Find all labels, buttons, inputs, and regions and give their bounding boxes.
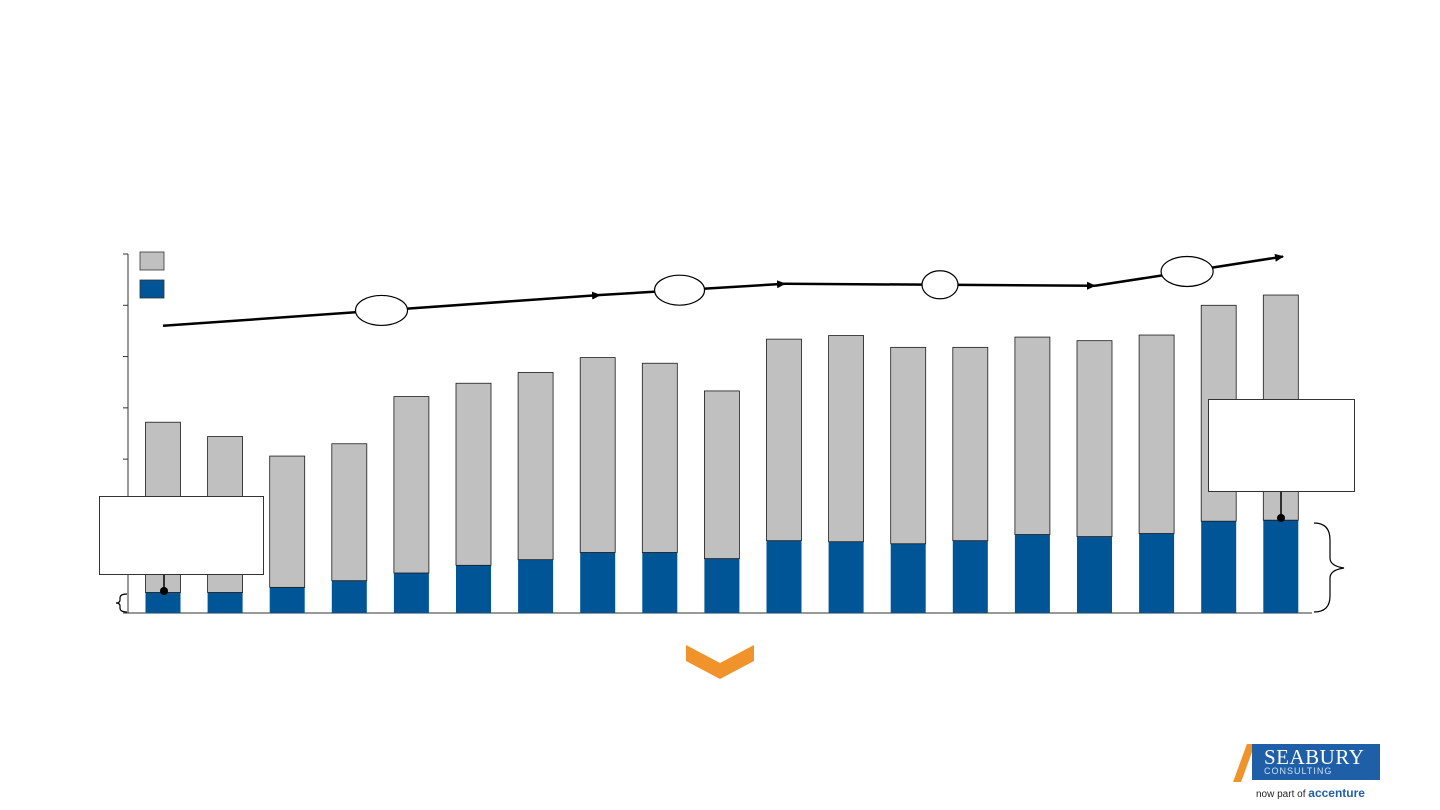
bar-3-series-0 — [331, 580, 367, 613]
bar-14-series-1 — [1014, 336, 1051, 535]
logo-tagline-prefix: now part of — [1256, 789, 1306, 800]
bar-9-series-0 — [704, 558, 740, 613]
logo-sub: CONSULTING — [1264, 766, 1333, 776]
callout-left-dot — [160, 587, 168, 595]
callout-right-dot — [1277, 514, 1285, 522]
bar-8-series-1 — [641, 362, 678, 553]
callout-box-left — [99, 496, 264, 575]
bar-2-series-0 — [269, 587, 305, 613]
bar-9-series-1 — [704, 390, 740, 560]
logo-name: SEABURY — [1264, 745, 1365, 769]
bar-5-series-1 — [455, 382, 492, 566]
logo-tagline-brand: accenture — [1308, 786, 1365, 800]
bar-13-series-0 — [952, 540, 988, 613]
bar-12-series-1 — [890, 346, 927, 545]
bar-7-series-1 — [579, 357, 616, 553]
bar-14-series-0 — [1014, 534, 1050, 613]
chevron-down-icon — [686, 645, 754, 679]
legend-swatch-series-0 — [139, 279, 165, 299]
bar-4-series-0 — [393, 572, 429, 613]
left-brace — [115, 593, 128, 613]
bar-10-series-1 — [766, 338, 802, 542]
trend-ellipse-0 — [354, 294, 409, 327]
right-brace — [1313, 522, 1345, 613]
callout-box-right — [1208, 399, 1355, 492]
bar-2-series-1 — [269, 455, 306, 588]
bar-11-series-0 — [828, 541, 864, 613]
bar-4-series-1 — [393, 396, 430, 574]
seabury-logo: SEABURY CONSULTING now part of accenture — [1233, 744, 1380, 802]
chevron-shape — [686, 645, 754, 679]
bar-16-series-0 — [1139, 533, 1175, 613]
legend — [139, 251, 165, 299]
bar-16-series-1 — [1138, 334, 1175, 534]
bar-10-series-0 — [766, 540, 802, 613]
bar-15-series-1 — [1076, 340, 1113, 537]
trend-ellipse-1 — [653, 274, 706, 306]
bars — [145, 294, 1299, 613]
trend-ellipse-2 — [921, 270, 959, 300]
logo-tagline: now part of accenture — [1256, 786, 1365, 800]
bar-11-series-1 — [828, 335, 864, 543]
bar-7-series-0 — [580, 552, 616, 613]
bar-15-series-0 — [1077, 536, 1112, 613]
bar-13-series-1 — [952, 346, 989, 542]
bar-3-series-1 — [331, 443, 368, 582]
bar-5-series-0 — [456, 565, 491, 613]
bar-0-series-0 — [145, 592, 181, 613]
braces — [115, 522, 1345, 613]
bar-6-series-1 — [517, 372, 554, 561]
legend-swatch-series-1 — [139, 251, 165, 271]
trend-ellipse-3 — [1160, 255, 1214, 288]
logo-box — [1252, 744, 1380, 780]
bar-18-series-0 — [1263, 520, 1299, 613]
bar-12-series-0 — [890, 543, 926, 613]
bar-6-series-0 — [518, 559, 554, 613]
bar-8-series-0 — [642, 552, 678, 613]
bar-1-series-0 — [207, 592, 243, 613]
trend-line — [160, 253, 1285, 595]
bar-17-series-0 — [1201, 521, 1237, 613]
